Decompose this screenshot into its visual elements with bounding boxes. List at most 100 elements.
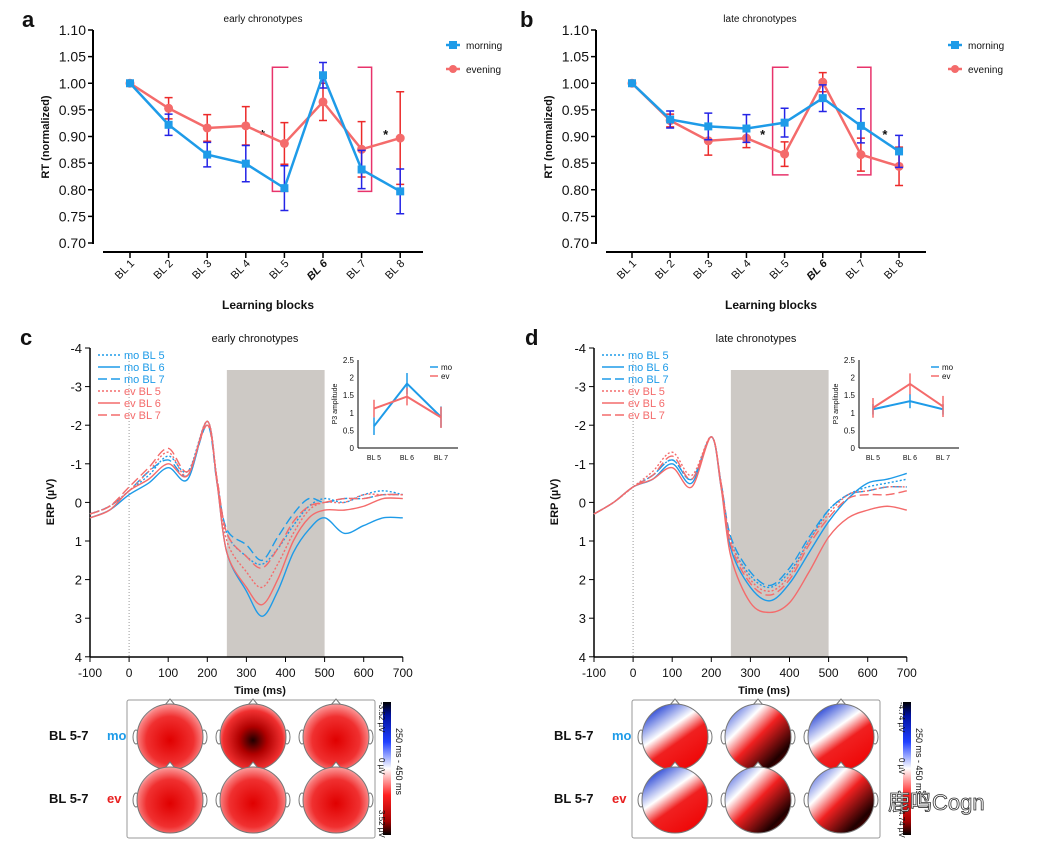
negative-region — [220, 767, 286, 833]
inset-y-tick-label: 1.5 — [343, 391, 355, 400]
x-tick-label: 500 — [819, 666, 839, 680]
chart-title: late chronotypes — [723, 14, 796, 25]
inset-y-tick-label: 0.5 — [844, 426, 856, 435]
colorbar — [383, 702, 391, 835]
scalp-map — [720, 698, 796, 771]
data-point-morning — [856, 121, 865, 130]
data-point-evening — [202, 123, 212, 133]
inset-x-tick-label: BL 6 — [903, 455, 917, 462]
inset-y-label: P3 amplitude — [332, 383, 339, 424]
negative-region — [137, 704, 203, 770]
p3-time-window — [730, 370, 829, 657]
legend-marker — [951, 41, 959, 49]
inset-line-mo — [872, 400, 944, 411]
y-axis-label: RT (normalized) — [543, 95, 555, 178]
y-tick-label: 0 — [75, 495, 82, 510]
x-tick-label: 200 — [701, 666, 721, 680]
inset-line-mo — [373, 382, 442, 427]
erp-trace — [89, 420, 403, 606]
data-point-morning — [396, 187, 405, 196]
inset-y-tick-label: 1 — [350, 409, 355, 418]
negative-region — [303, 704, 369, 770]
y-tick-label: 1 — [579, 534, 586, 549]
scalp-map-head — [641, 703, 709, 771]
y-tick-label: -1 — [70, 457, 82, 472]
legend-label: morning — [968, 41, 1004, 52]
nose — [752, 698, 764, 706]
y-tick-label: 0.95 — [562, 102, 589, 118]
panel-letter: a — [22, 7, 35, 32]
erp-trace — [89, 424, 403, 569]
x-tick-label: 600 — [858, 666, 878, 680]
x-tick-label: 400 — [779, 666, 799, 680]
data-point-morning — [319, 71, 327, 80]
colorbar-max-label: 4.74 µV — [897, 810, 906, 838]
legend-marker — [951, 65, 959, 73]
data-point-morning — [203, 150, 212, 159]
y-tick-label: 0.80 — [59, 182, 86, 198]
colorbar-min-label: -3.52 µV — [377, 702, 386, 733]
series-line-evening — [129, 82, 401, 151]
x-tick-label: 200 — [197, 666, 217, 680]
colorbar-mid-label: 0 µV — [897, 758, 906, 775]
inset-legend-label: ev — [441, 372, 449, 381]
data-point-morning — [704, 122, 713, 131]
y-tick-label: 2 — [579, 573, 586, 588]
inset-line-ev — [373, 395, 442, 419]
y-tick-label: -3 — [574, 380, 586, 395]
y-tick-label: 4 — [579, 650, 586, 665]
x-tick-label: -100 — [582, 666, 606, 680]
nose — [835, 761, 847, 769]
y-tick-label: 0.75 — [59, 208, 86, 224]
legend-label: ev BL 5 — [628, 386, 665, 398]
y-tick-label: 0.85 — [59, 155, 86, 171]
chart-title: early chronotypes — [224, 14, 303, 25]
x-tick-label: BL 7 — [844, 258, 868, 282]
y-tick-label: 0.70 — [562, 235, 589, 251]
x-tick-label: 700 — [393, 666, 413, 680]
legend-label: ev BL 6 — [628, 398, 665, 410]
scalp-map-head — [641, 766, 709, 834]
time-window-label: 250 ms - 450 ms — [914, 728, 924, 796]
nose — [164, 698, 176, 706]
legend-label: mo BL 5 — [124, 350, 165, 362]
y-axis-label: RT (normalized) — [40, 95, 52, 178]
significance-bracket — [771, 66, 789, 176]
scalp-map-head — [724, 703, 792, 771]
scalp-map — [298, 761, 374, 834]
nose — [164, 761, 176, 769]
data-point-evening — [164, 103, 174, 113]
topomaps-c: BL 5-7 mo BL 5-7 ev -3.52 µV 0 µV 3.52 µV 250 m… — [49, 698, 404, 839]
x-tick-label: BL 8 — [383, 258, 407, 282]
inset-y-tick-label: 2.5 — [844, 356, 856, 365]
y-tick-label: 1.05 — [59, 49, 86, 65]
series-line-morning — [129, 71, 401, 193]
y-tick-label: 3 — [75, 611, 82, 626]
nose — [247, 761, 259, 769]
inset-y-tick-label: 0 — [851, 444, 856, 453]
colorbar-max-label: 3.52 µV — [377, 810, 386, 838]
x-tick-label: 300 — [740, 666, 760, 680]
x-tick-label: BL 2 — [653, 258, 677, 282]
legend-marker — [449, 65, 457, 73]
row-group-label: ev — [107, 791, 122, 806]
scalp-map-head — [724, 766, 792, 834]
x-tick-label: -100 — [78, 666, 102, 680]
x-tick-label: BL 1 — [113, 258, 137, 282]
y-axis-label: ERP (µV) — [45, 478, 57, 525]
x-tick-label: BL 3 — [691, 258, 715, 282]
colorbar — [903, 702, 911, 835]
inset-line-ev — [872, 382, 944, 409]
nose — [835, 698, 847, 706]
x-tick-label: BL 7 — [345, 258, 369, 282]
scalp-map — [215, 761, 291, 834]
significance-bracket — [271, 66, 289, 193]
x-tick-label: BL 1 — [615, 258, 639, 282]
scalp-map-head — [807, 703, 875, 771]
data-point-morning — [628, 79, 636, 88]
legend-label: morning — [466, 41, 502, 52]
nose — [669, 761, 681, 769]
